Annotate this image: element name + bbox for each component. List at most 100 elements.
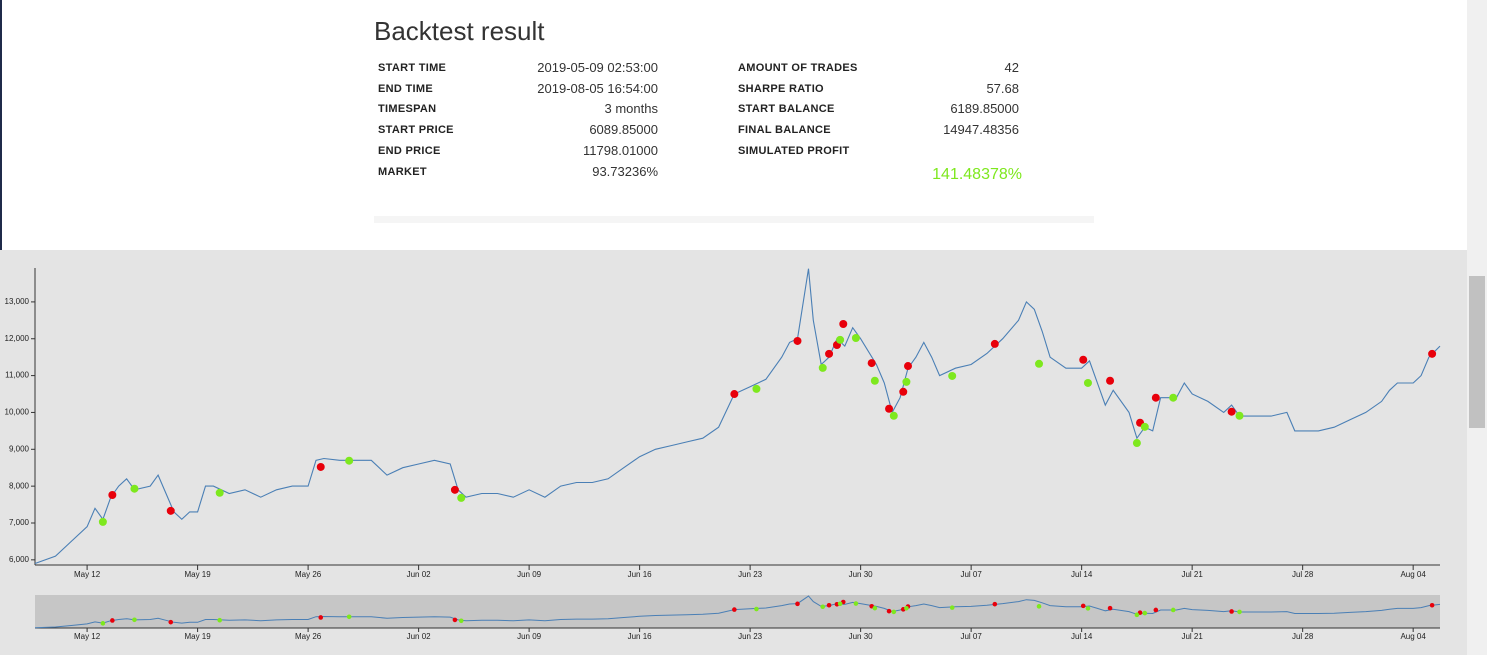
x-tick-label: May 12	[74, 570, 101, 579]
overview-trade-marker	[100, 621, 106, 626]
overview-trade-marker	[110, 618, 115, 623]
x-tick-label: Jun 30	[849, 570, 874, 579]
stat-label: START BALANCE	[738, 103, 835, 115]
overview-trade-marker	[1080, 603, 1086, 609]
trade-marker	[990, 339, 999, 348]
overview-trade-marker	[891, 609, 897, 615]
x-tick-label: May 19	[184, 570, 211, 579]
trade-marker	[1083, 378, 1092, 387]
overview-trade-marker	[826, 602, 832, 608]
overview-trade-marker	[1134, 612, 1140, 618]
overview-x-tick-label: Jul 14	[1071, 632, 1093, 641]
x-tick-label: Aug 04	[1400, 570, 1426, 579]
overview-trade-marker	[1036, 604, 1042, 609]
price-line	[34, 268, 1441, 565]
overview-x-tick-label: Jul 21	[1181, 632, 1203, 641]
overview-x-tick-label: Aug 04	[1400, 632, 1426, 641]
trade-marker	[1035, 359, 1044, 368]
stat-label: MARKET	[378, 166, 427, 178]
stat-value: 6189.85000	[950, 101, 1019, 116]
y-tick-label: 9,000	[9, 444, 30, 453]
y-tick-label: 12,000	[5, 334, 30, 343]
stat-label: FINAL BALANCE	[738, 124, 831, 136]
stat-value: 2019-05-09 02:53:00	[537, 60, 658, 75]
x-tick-label: Jun 23	[738, 570, 763, 579]
y-tick-label: 8,000	[9, 481, 30, 490]
stat-label: AMOUNT OF TRADES	[738, 62, 858, 74]
trade-marker	[215, 488, 224, 497]
overview-x-tick-label: Jun 16	[628, 632, 653, 641]
trade-marker	[345, 456, 354, 465]
overview-x-tick-label: May 12	[74, 632, 101, 641]
x-tick-label: Jul 21	[1181, 570, 1203, 579]
trade-marker	[818, 363, 827, 372]
stat-value: 11798.01000	[583, 143, 658, 158]
overview-x-tick-label: Jul 07	[960, 632, 982, 641]
stat-value: 2019-08-05 16:54:00	[537, 81, 658, 96]
y-tick-label: 11,000	[5, 371, 29, 380]
overview-x-tick-label: Jun 09	[517, 632, 542, 641]
overview-trade-marker	[1229, 609, 1234, 614]
stat-value: 57.68	[986, 81, 1019, 96]
trade-marker	[1235, 411, 1244, 420]
overview-trade-marker	[217, 617, 223, 623]
x-tick-label: Jul 28	[1292, 570, 1314, 579]
separator	[374, 216, 1094, 223]
overview-trade-marker	[904, 605, 909, 611]
trade-marker	[948, 371, 957, 380]
stat-label: START PRICE	[378, 124, 454, 136]
overview-trade-marker	[1153, 607, 1159, 613]
overview-trade-marker	[949, 605, 955, 610]
trade-marker	[825, 349, 834, 358]
trade-marker	[166, 506, 175, 515]
overview-trade-marker	[1237, 609, 1242, 615]
overview-trade-marker	[992, 601, 998, 607]
overview-x-tick-label: Jun 23	[738, 632, 763, 641]
stat-value: 93.73236%	[592, 164, 658, 179]
overview-trade-marker	[1429, 602, 1435, 608]
overview-trade-marker	[872, 605, 878, 611]
overview-trade-marker	[1170, 607, 1176, 613]
stat-label: START TIME	[378, 62, 447, 74]
page-title: Backtest result	[374, 16, 545, 46]
stat-value: 14947.48356	[943, 122, 1019, 137]
overview-trade-marker	[820, 604, 826, 610]
overview-trade-marker	[318, 615, 324, 620]
x-tick-label: Jul 07	[960, 570, 982, 579]
trade-marker	[1079, 355, 1088, 364]
chart-background	[0, 250, 1467, 655]
x-tick-label: Jun 16	[628, 570, 653, 579]
x-tick-label: May 26	[295, 570, 322, 579]
scrollbar-thumb[interactable]	[1469, 276, 1485, 428]
trade-marker	[889, 411, 898, 420]
trade-marker	[457, 493, 466, 502]
trade-marker	[793, 336, 802, 345]
overview-trade-marker	[795, 601, 800, 607]
overview-trade-marker	[458, 618, 464, 624]
overview-trade-marker	[1142, 610, 1148, 616]
stat-value: 6089.85000	[589, 122, 658, 137]
trade-marker	[839, 320, 848, 329]
stat-label: SIMULATED PROFIT	[738, 145, 850, 157]
trade-marker	[1227, 407, 1236, 416]
overview-trade-marker	[132, 617, 137, 623]
y-tick-label: 6,000	[9, 555, 30, 564]
overview-trade-marker	[1107, 605, 1113, 611]
stat-label: END PRICE	[378, 145, 441, 157]
trade-marker	[98, 517, 107, 526]
trade-marker	[1140, 422, 1149, 431]
overview-background	[35, 595, 1440, 628]
trade-marker	[450, 485, 459, 494]
overview-x-tick-label: May 26	[295, 632, 322, 641]
stat-label: SHARPE RATIO	[738, 83, 824, 95]
y-tick-label: 10,000	[5, 408, 30, 417]
overview-x-tick-label: Jun 02	[407, 632, 432, 641]
overview-trade-marker	[754, 606, 759, 612]
overview-trade-marker	[853, 601, 859, 606]
y-tick-label: 7,000	[9, 518, 30, 527]
trade-marker	[902, 377, 911, 386]
trade-marker	[130, 484, 139, 493]
x-tick-label: Jun 02	[407, 570, 432, 579]
overview-line	[34, 595, 1441, 629]
overview-x-tick-label: Jul 28	[1292, 632, 1314, 641]
